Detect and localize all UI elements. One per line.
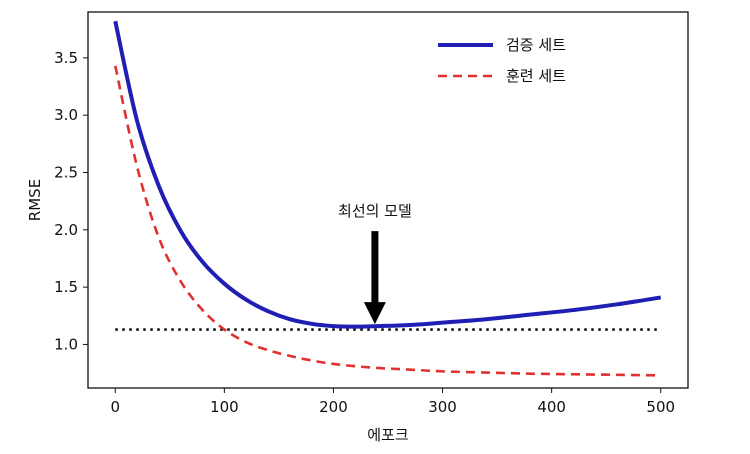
annotation-arrow-head	[363, 302, 386, 325]
y-tick-label: 2.5	[54, 163, 78, 181]
best-model-annotation: 최선의 모델	[338, 202, 412, 220]
y-tick-label: 1.0	[54, 335, 78, 353]
x-tick-label: 100	[210, 398, 239, 416]
y-tick-label: 2.0	[54, 221, 78, 239]
x-tick-label: 500	[646, 398, 675, 416]
plot-frame	[87, 11, 689, 389]
x-tick-label: 400	[537, 398, 566, 416]
y-axis-label: RMSE	[26, 179, 44, 221]
validation-set-line	[113, 20, 662, 329]
y-tick-label: 3.5	[54, 49, 78, 67]
y-tick-label: 3.0	[54, 106, 78, 124]
legend-label-training: 훈련 세트	[506, 67, 566, 85]
x-tick-label: 300	[428, 398, 457, 416]
y-tick-label: 1.5	[54, 278, 78, 296]
legend: 검증 세트 훈련 세트	[438, 36, 566, 85]
x-tick-label: 0	[110, 398, 120, 416]
x-axis-label: 에포크	[367, 426, 408, 444]
training-set-line	[114, 65, 661, 377]
legend-label-validation: 검증 세트	[506, 36, 566, 54]
x-tick-label: 200	[319, 398, 348, 416]
